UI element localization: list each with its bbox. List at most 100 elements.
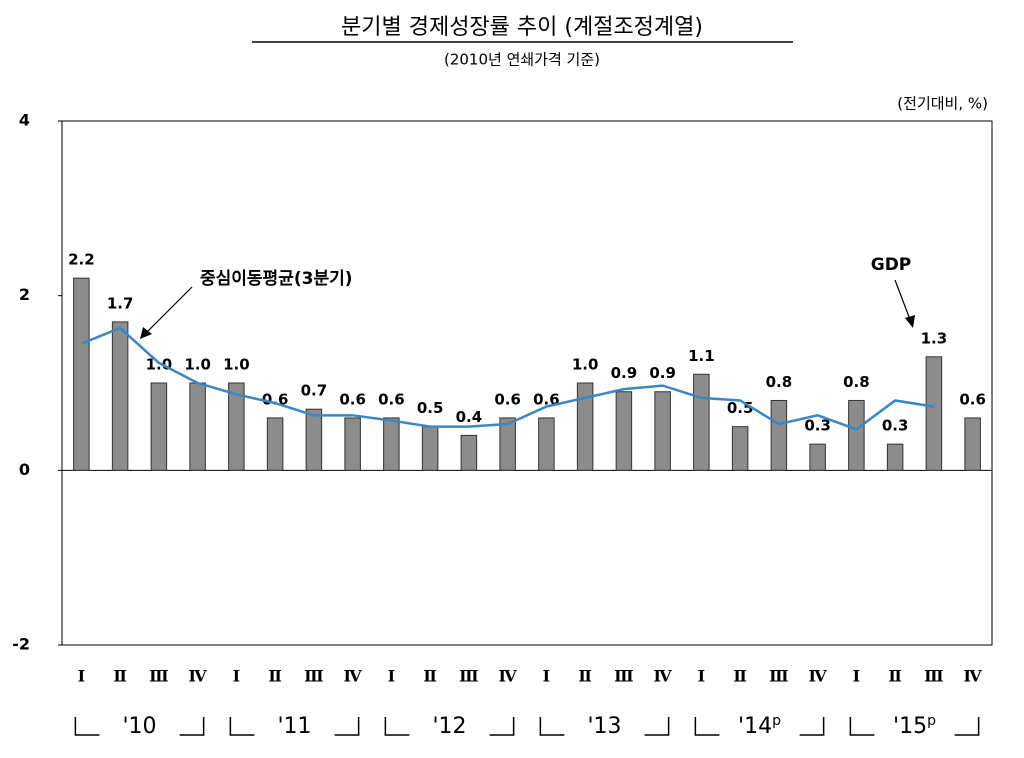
year-label-text: '11	[277, 714, 311, 739]
bar	[499, 417, 516, 471]
bar	[228, 382, 245, 471]
x-tick-label: Ⅲ	[924, 667, 943, 686]
year-label-mark: p	[772, 713, 781, 729]
value-label: 0.8	[766, 373, 793, 391]
plot-frame	[61, 120, 993, 646]
x-tick-label: Ⅳ	[499, 667, 518, 686]
x-tick-label: Ⅰ	[543, 667, 550, 686]
x-tick-label: Ⅳ	[654, 667, 673, 686]
x-tick-label: Ⅱ	[423, 667, 436, 686]
year-bracket	[489, 717, 515, 736]
x-tick-label: Ⅲ	[304, 667, 323, 686]
x-tick-label: Ⅲ	[459, 667, 478, 686]
value-label: 1.0	[184, 356, 211, 374]
bar	[73, 277, 90, 471]
x-tick-label: Ⅱ	[888, 667, 901, 686]
year-label: '13	[587, 714, 621, 739]
x-tick-label: Ⅲ	[769, 667, 788, 686]
year-bracket	[229, 717, 255, 736]
value-label: 1.0	[146, 356, 173, 374]
value-label: 0.6	[378, 390, 405, 408]
legend-label: 중심이동평균(3분기)	[200, 269, 353, 289]
value-label: 0.4	[456, 408, 483, 426]
x-tick-label: Ⅰ	[698, 667, 705, 686]
value-label: 0.5	[417, 399, 444, 417]
value-label: 0.6	[959, 390, 986, 408]
bar	[964, 417, 981, 471]
bar	[731, 426, 749, 471]
x-tick-label: Ⅱ	[578, 667, 591, 686]
y-tick-label: 0	[19, 460, 30, 479]
x-tick-label: Ⅱ	[733, 667, 746, 686]
year-label-text: '12	[432, 714, 466, 739]
bar	[576, 382, 594, 471]
value-label: 0.3	[804, 417, 831, 435]
year-label: '12	[432, 714, 466, 739]
y-tick-label: -2	[12, 635, 30, 654]
bar	[266, 417, 284, 471]
year-label: '15p	[893, 713, 936, 739]
year-label-text: '14	[738, 714, 772, 739]
y-tick-label: 2	[19, 285, 30, 304]
line	[80, 326, 935, 431]
bar	[654, 391, 671, 471]
value-label: 1.0	[223, 356, 250, 374]
bar	[848, 399, 865, 471]
year-label-text: '10	[122, 714, 156, 739]
x-tick-label: Ⅱ	[113, 667, 126, 686]
year-label: '10	[122, 714, 156, 739]
bar	[809, 443, 826, 471]
year-bracket	[954, 717, 980, 736]
legend-label: GDP	[871, 255, 912, 275]
arrow-head	[905, 315, 915, 328]
bar	[189, 382, 206, 471]
value-label: 0.9	[611, 364, 638, 382]
bar	[693, 373, 710, 471]
year-label-mark: p	[927, 713, 936, 729]
x-tick-label: Ⅰ	[388, 667, 395, 686]
value-label: 0.6	[494, 390, 521, 408]
bar	[925, 356, 943, 471]
year-bracket	[384, 717, 410, 736]
bar	[886, 443, 904, 471]
x-tick-label: Ⅲ	[149, 667, 168, 686]
value-label: 1.1	[688, 347, 715, 365]
value-label: 0.8	[843, 373, 870, 391]
value-label: 2.2	[68, 251, 95, 269]
year-label: '11	[277, 714, 311, 739]
year-bracket	[849, 717, 875, 736]
year-bracket	[334, 717, 360, 736]
chart-subtitle: (2010년 연쇄가격 기준)	[444, 51, 600, 69]
x-tick-label: Ⅳ	[344, 667, 363, 686]
year-label-text: '15	[893, 714, 927, 739]
x-tick-label: Ⅱ	[268, 667, 281, 686]
value-label: 0.6	[339, 390, 366, 408]
year-bracket	[539, 717, 565, 736]
value-label: 0.9	[649, 364, 676, 382]
bar	[615, 391, 633, 471]
annotation-arrow	[894, 279, 912, 323]
year-label: '14p	[738, 713, 781, 739]
x-tick-label: Ⅳ	[964, 667, 983, 686]
x-tick-label: Ⅰ	[78, 667, 85, 686]
chart-title: 분기별 경제성장률 추이 (계절조정계열)	[341, 15, 703, 40]
x-tick-label: Ⅰ	[853, 667, 860, 686]
bar	[344, 417, 361, 471]
annotation-arrow	[144, 286, 193, 335]
year-bracket	[644, 717, 670, 736]
bar	[150, 382, 168, 471]
bar	[460, 434, 478, 471]
arrow-head	[140, 327, 152, 339]
x-tick-label: Ⅳ	[189, 667, 208, 686]
x-tick-label: Ⅰ	[233, 667, 240, 686]
bar	[538, 417, 555, 471]
bar	[770, 399, 788, 471]
unit-label: (전기대비, %)	[897, 95, 988, 113]
bar	[111, 321, 129, 471]
year-label-text: '13	[587, 714, 621, 739]
year-bracket	[799, 717, 825, 736]
year-bracket	[694, 717, 720, 736]
year-bracket	[179, 717, 205, 736]
value-label: 1.7	[107, 294, 134, 312]
